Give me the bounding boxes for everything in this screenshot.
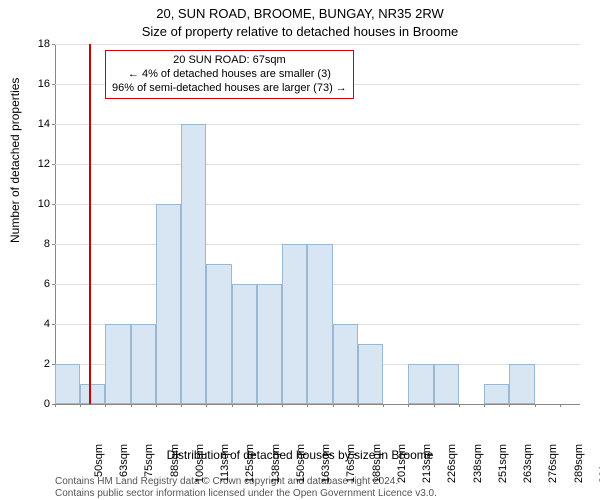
- x-tick-mark: [509, 404, 510, 407]
- x-tick-label: 75sqm: [143, 444, 155, 484]
- x-tick-mark: [560, 404, 561, 407]
- histogram-bar: [131, 324, 156, 404]
- property-marker-line: [89, 44, 91, 404]
- x-tick-mark: [80, 404, 81, 407]
- x-tick-mark: [181, 404, 182, 407]
- histogram-bar: [358, 344, 383, 404]
- x-tick-mark: [484, 404, 485, 407]
- page-title-2: Size of property relative to detached ho…: [0, 24, 600, 39]
- histogram-bar: [282, 244, 307, 404]
- y-tick-mark: [52, 84, 55, 85]
- annotation-line: 20 SUN ROAD: 67sqm: [112, 54, 347, 68]
- histogram-bar: [105, 324, 130, 404]
- x-tick-mark: [206, 404, 207, 407]
- gridline: [55, 164, 580, 165]
- x-tick-label: 138sqm: [270, 444, 282, 484]
- x-tick-label: 50sqm: [93, 444, 105, 484]
- x-tick-mark: [358, 404, 359, 407]
- histogram-bar: [80, 384, 105, 404]
- y-tick-label: 0: [10, 398, 50, 410]
- x-tick-label: 150sqm: [295, 444, 307, 484]
- histogram-bar: [307, 244, 332, 404]
- x-tick-mark: [535, 404, 536, 407]
- y-tick-label: 16: [10, 78, 50, 90]
- y-tick-mark: [52, 204, 55, 205]
- x-tick-label: 113sqm: [219, 444, 231, 484]
- x-tick-label: 163sqm: [320, 444, 332, 484]
- y-axis-line: [55, 44, 56, 404]
- x-tick-mark: [105, 404, 106, 407]
- histogram-bar: [181, 124, 206, 404]
- x-tick-label: 263sqm: [522, 444, 534, 484]
- x-axis-line: [55, 404, 580, 405]
- x-tick-mark: [257, 404, 258, 407]
- histogram-bar: [206, 264, 231, 404]
- y-tick-label: 10: [10, 198, 50, 210]
- x-tick-mark: [459, 404, 460, 407]
- y-tick-label: 18: [10, 38, 50, 50]
- y-tick-mark: [52, 164, 55, 165]
- histogram-bar: [333, 324, 358, 404]
- x-tick-label: 100sqm: [194, 444, 206, 484]
- x-tick-mark: [232, 404, 233, 407]
- credit-line-2: Contains public sector information licen…: [55, 488, 437, 500]
- histogram-bar: [257, 284, 282, 404]
- x-tick-mark: [282, 404, 283, 407]
- x-tick-mark: [131, 404, 132, 407]
- x-tick-label: 201sqm: [396, 444, 408, 484]
- page-title-1: 20, SUN ROAD, BROOME, BUNGAY, NR35 2RW: [0, 6, 600, 21]
- x-tick-label: 213sqm: [421, 444, 433, 484]
- annotation-line: ← 4% of detached houses are smaller (3): [112, 68, 347, 82]
- y-tick-label: 4: [10, 318, 50, 330]
- x-tick-label: 188sqm: [371, 444, 383, 484]
- y-tick-mark: [52, 124, 55, 125]
- x-tick-label: 63sqm: [118, 444, 130, 484]
- y-tick-mark: [52, 244, 55, 245]
- x-tick-mark: [383, 404, 384, 407]
- x-tick-label: 125sqm: [244, 444, 256, 484]
- y-tick-mark: [52, 324, 55, 325]
- histogram-bar: [484, 384, 509, 404]
- x-tick-mark: [434, 404, 435, 407]
- gridline: [55, 44, 580, 45]
- histogram-bar: [509, 364, 534, 404]
- gridline: [55, 124, 580, 125]
- y-tick-label: 8: [10, 238, 50, 250]
- y-tick-label: 6: [10, 278, 50, 290]
- x-tick-label: 238sqm: [472, 444, 484, 484]
- y-tick-label: 2: [10, 358, 50, 370]
- x-tick-mark: [156, 404, 157, 407]
- histogram-bar: [434, 364, 459, 404]
- x-tick-label: 176sqm: [345, 444, 357, 484]
- histogram-bar: [55, 364, 80, 404]
- y-tick-mark: [52, 44, 55, 45]
- y-tick-mark: [52, 364, 55, 365]
- y-tick-label: 14: [10, 118, 50, 130]
- y-tick-mark: [52, 284, 55, 285]
- histogram-bar: [156, 204, 181, 404]
- x-tick-label: 289sqm: [573, 444, 585, 484]
- x-tick-mark: [307, 404, 308, 407]
- histogram-bar: [408, 364, 433, 404]
- x-tick-label: 276sqm: [547, 444, 559, 484]
- x-tick-label: 88sqm: [169, 444, 181, 484]
- x-tick-mark: [408, 404, 409, 407]
- gridline: [55, 204, 580, 205]
- x-tick-mark: [55, 404, 56, 407]
- x-tick-label: 251sqm: [497, 444, 509, 484]
- annotation-box: 20 SUN ROAD: 67sqm← 4% of detached house…: [105, 50, 354, 99]
- x-tick-label: 226sqm: [446, 444, 458, 484]
- x-tick-mark: [333, 404, 334, 407]
- y-tick-label: 12: [10, 158, 50, 170]
- annotation-line: 96% of semi-detached houses are larger (…: [112, 82, 347, 96]
- histogram-bar: [232, 284, 257, 404]
